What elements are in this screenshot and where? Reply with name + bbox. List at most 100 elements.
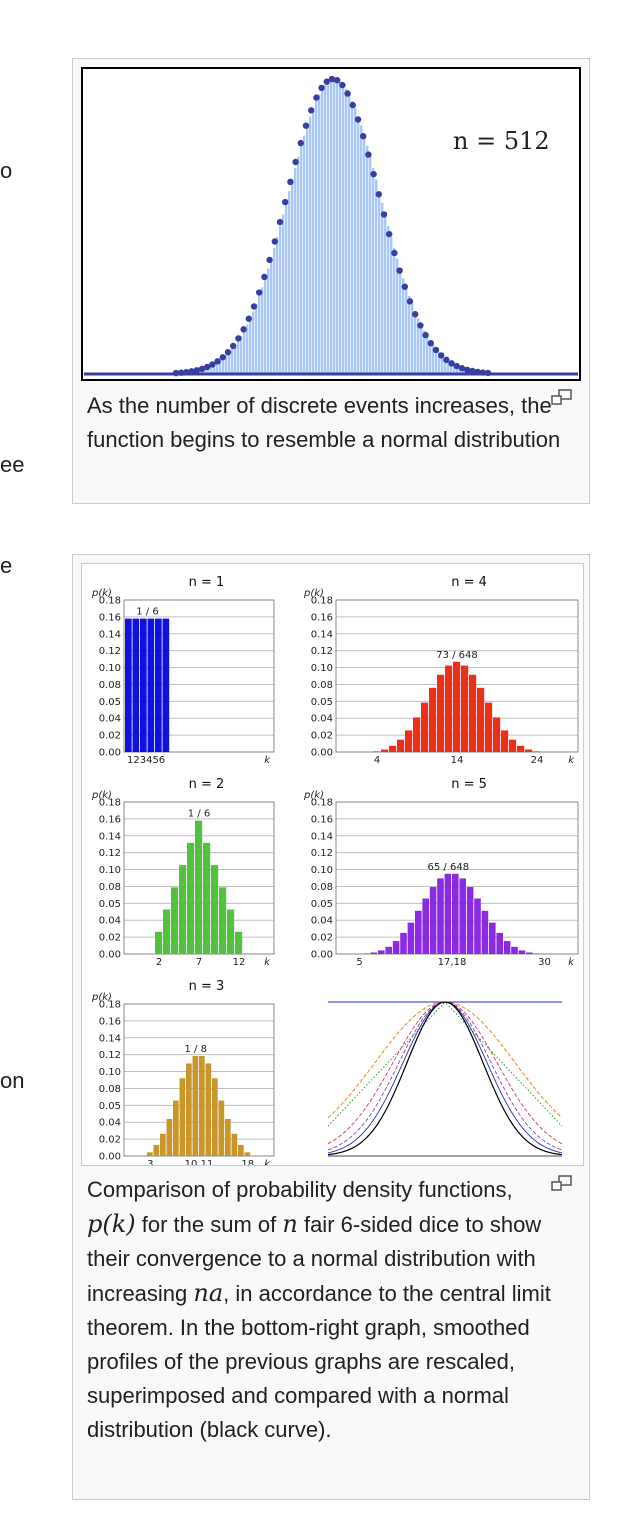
peak-label: 1 / 6 bbox=[136, 607, 158, 618]
y-tick-label: 0.00 bbox=[99, 1152, 121, 1163]
bar bbox=[228, 352, 231, 374]
y-tick-label: 0.12 bbox=[311, 848, 333, 859]
bar bbox=[429, 340, 432, 374]
bar bbox=[405, 730, 413, 752]
y-tick-label: 0.05 bbox=[99, 899, 121, 910]
bar bbox=[270, 258, 273, 374]
y-tick-label: 0.04 bbox=[311, 714, 333, 725]
bar bbox=[231, 1133, 238, 1156]
bar bbox=[389, 745, 397, 752]
y-tick-label: 0.08 bbox=[99, 680, 121, 691]
x-tick-label: 17,18 bbox=[438, 957, 467, 968]
bar bbox=[244, 1152, 251, 1156]
data-point bbox=[193, 367, 200, 374]
data-point bbox=[308, 107, 315, 114]
bar bbox=[384, 214, 387, 374]
math-expression: n bbox=[282, 1210, 298, 1238]
bar bbox=[264, 278, 267, 374]
figure-binomial-512: n = 512 As the number of discrete events… bbox=[72, 58, 590, 504]
bar bbox=[336, 79, 339, 374]
bar bbox=[413, 717, 421, 752]
data-point bbox=[313, 94, 320, 101]
bar bbox=[360, 125, 363, 374]
bar bbox=[186, 1063, 192, 1156]
data-point bbox=[422, 331, 429, 339]
bar bbox=[405, 287, 408, 374]
data-point bbox=[250, 303, 258, 310]
bar bbox=[125, 618, 132, 752]
bar bbox=[420, 324, 423, 374]
bar bbox=[373, 751, 381, 752]
bar bbox=[445, 665, 453, 752]
data-point bbox=[349, 101, 356, 109]
bar bbox=[447, 360, 450, 374]
dot-group bbox=[84, 75, 578, 377]
bar bbox=[213, 364, 216, 374]
bar bbox=[366, 145, 369, 374]
bar bbox=[306, 125, 309, 374]
caption-text: Comparison of probability density functi… bbox=[87, 1177, 513, 1202]
article-text-fragment: on bbox=[0, 1068, 25, 1093]
bar bbox=[438, 352, 441, 374]
caption-text: , in accordance to the central limit the… bbox=[87, 1281, 551, 1442]
figure-image-frame[interactable]: n = 512 bbox=[81, 67, 581, 381]
y-tick-label: 0.08 bbox=[99, 1084, 121, 1095]
bar bbox=[225, 355, 228, 374]
bar bbox=[435, 348, 438, 374]
bar bbox=[437, 674, 445, 752]
data-point bbox=[282, 198, 289, 206]
bar bbox=[422, 898, 429, 954]
data-point bbox=[323, 78, 330, 85]
bar bbox=[452, 873, 459, 954]
y-axis-label: p(k) bbox=[303, 790, 324, 801]
bar bbox=[303, 135, 306, 374]
x-tick-label: 2 bbox=[156, 957, 162, 968]
chart-panel-n=4: 0.18 0.16 0.14 0.12 0.10 0.08 0.05 0.04 0.02 0.00… bbox=[303, 575, 579, 766]
data-point bbox=[224, 349, 232, 356]
bar bbox=[426, 335, 429, 374]
bar bbox=[140, 618, 147, 752]
profile-curve bbox=[327, 1002, 563, 1127]
magnify-clip-icon[interactable] bbox=[551, 389, 573, 407]
y-tick-label: 0.02 bbox=[99, 731, 121, 742]
peak-label: 1 / 8 bbox=[185, 1044, 207, 1055]
bar bbox=[288, 191, 291, 374]
y-axis-label: p(k) bbox=[91, 790, 112, 801]
figure-caption: Comparison of probability density functi… bbox=[87, 1173, 561, 1447]
bar bbox=[218, 1100, 225, 1156]
bar bbox=[179, 865, 187, 954]
bar bbox=[276, 237, 279, 374]
y-tick-label: 0.16 bbox=[99, 814, 121, 825]
chart-title: n = 4 bbox=[451, 575, 487, 590]
bar bbox=[318, 94, 321, 375]
bar bbox=[219, 887, 227, 954]
y-tick-label: 0.10 bbox=[311, 865, 333, 876]
bar bbox=[450, 362, 453, 374]
y-tick-label: 0.00 bbox=[99, 748, 121, 759]
bar bbox=[392, 941, 400, 954]
data-point bbox=[448, 360, 455, 367]
bar bbox=[459, 878, 466, 954]
data-point bbox=[375, 191, 382, 198]
magnify-clip-icon[interactable] bbox=[551, 1175, 573, 1193]
bar bbox=[525, 749, 533, 752]
data-point bbox=[318, 84, 325, 92]
smoothed-profiles-chart bbox=[327, 1001, 563, 1157]
bar bbox=[243, 330, 246, 374]
bar bbox=[285, 202, 288, 374]
bar bbox=[315, 100, 318, 374]
x-axis-label: k bbox=[568, 755, 575, 766]
data-point bbox=[484, 369, 492, 377]
bar bbox=[432, 344, 435, 374]
profile-curve bbox=[327, 1001, 563, 1156]
figure-image-frame[interactable]: 0.18 0.16 0.14 0.12 0.10 0.08 0.05 0.04 0.02 0.00… bbox=[81, 563, 584, 1170]
y-tick-label: 0.00 bbox=[311, 748, 333, 759]
data-point bbox=[172, 369, 180, 377]
data-point bbox=[240, 326, 247, 333]
dice-sum-charts: 0.18 0.16 0.14 0.12 0.10 0.08 0.05 0.04 0.02 0.00… bbox=[91, 575, 579, 1170]
bar bbox=[179, 1078, 186, 1156]
bar bbox=[273, 247, 276, 374]
bar bbox=[222, 357, 225, 374]
data-point bbox=[209, 361, 216, 368]
bar bbox=[351, 100, 354, 374]
